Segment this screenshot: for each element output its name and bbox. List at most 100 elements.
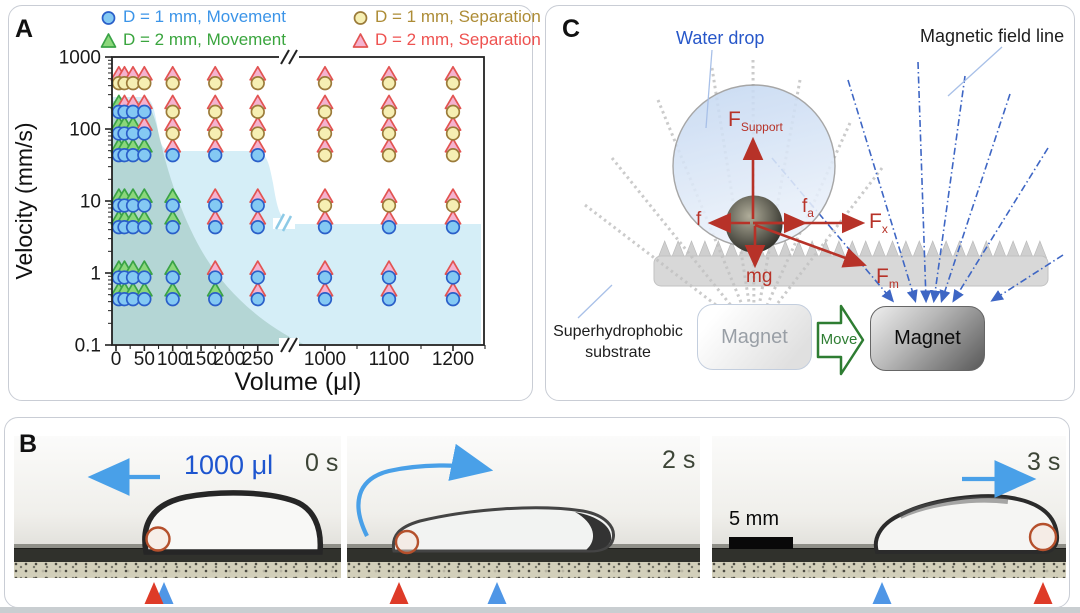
x-axis-title: Volume (μl) xyxy=(235,368,362,396)
force-diagram xyxy=(577,46,1064,376)
svg-text:10: 10 xyxy=(80,192,101,213)
motion-arrow-curved xyxy=(356,443,494,537)
page-edge-strip xyxy=(0,607,1080,613)
svg-text:100: 100 xyxy=(69,120,101,141)
svg-text:100: 100 xyxy=(157,349,189,370)
droplet-0s xyxy=(142,490,324,555)
triangle-marker-icon xyxy=(352,32,369,48)
svg-text:1: 1 xyxy=(90,264,101,285)
legend-label: D = 2 mm, Separation xyxy=(375,30,541,49)
data-point-circle xyxy=(165,292,180,307)
data-point-circle xyxy=(381,220,397,235)
marker-blue-2s xyxy=(487,582,507,604)
svg-text:200: 200 xyxy=(214,349,246,370)
data-point-circle xyxy=(137,104,152,119)
data-point-circle xyxy=(445,76,461,91)
marker-red-3s xyxy=(1033,582,1053,604)
time-label-0s: 0 s xyxy=(305,449,339,477)
legend-label: D = 1 mm, Movement xyxy=(123,7,286,26)
legend-item-0: D = 1 mm, Movement xyxy=(100,7,352,27)
data-point-circle xyxy=(381,292,397,307)
data-point-circle xyxy=(381,148,397,163)
data-point-circle xyxy=(317,76,333,91)
data-point-circle xyxy=(137,148,152,163)
data-point-circle xyxy=(317,220,333,235)
circle-marker-icon xyxy=(353,10,368,25)
triangle-marker-icon xyxy=(100,32,117,48)
data-point-circle xyxy=(208,220,223,235)
data-point-circle xyxy=(445,270,461,285)
position-markers xyxy=(144,582,1053,604)
data-point-circle xyxy=(381,126,397,141)
bead-circles xyxy=(145,522,1058,555)
volume-annotation: 1000 μl xyxy=(184,450,274,480)
data-point-circle xyxy=(250,104,265,119)
data-point-circle xyxy=(250,126,265,141)
svg-text:50: 50 xyxy=(134,349,155,370)
svg-text:1000: 1000 xyxy=(59,48,101,69)
data-point-circle xyxy=(137,220,152,235)
svg-text:0: 0 xyxy=(111,349,122,370)
panel-b-label: B xyxy=(19,430,38,458)
time-label-2s: 2 s xyxy=(662,446,696,474)
data-point-circle xyxy=(381,104,397,119)
data-point-circle xyxy=(381,270,397,285)
data-point-circle xyxy=(317,198,333,213)
force-label-support: FSupport xyxy=(728,108,783,135)
data-point-circle xyxy=(165,76,180,91)
data-point-circle xyxy=(445,220,461,235)
svg-text:1000: 1000 xyxy=(304,349,346,370)
legend-label: D = 2 mm, Movement xyxy=(123,30,286,49)
bead-circle-3s xyxy=(1028,522,1058,552)
data-point-circle xyxy=(137,270,152,285)
move-label: Move xyxy=(820,331,858,348)
data-point-circle xyxy=(317,126,333,141)
data-point-circle xyxy=(208,198,223,213)
photo-annotations xyxy=(87,443,1060,604)
data-point-circle xyxy=(445,126,461,141)
arrow-f-m xyxy=(754,223,867,268)
data-point-circle xyxy=(208,126,223,141)
force-label-fa: fa xyxy=(802,196,814,220)
data-point-circle xyxy=(445,198,461,213)
data-point-circle xyxy=(208,104,223,119)
data-point-circle xyxy=(381,76,397,91)
substrate-porous-layer xyxy=(347,562,700,578)
data-point-circle xyxy=(165,270,180,285)
data-point-circle xyxy=(445,104,461,119)
svg-text:1200: 1200 xyxy=(432,349,474,370)
magnet-old-position: Magnet xyxy=(697,304,812,370)
legend-item-2: D = 2 mm, Movement xyxy=(100,30,352,50)
scale-bar xyxy=(729,537,793,549)
data-point-circle xyxy=(208,292,223,307)
panel-c-label: C xyxy=(562,15,581,43)
droplet-2s xyxy=(391,506,615,553)
data-point-circle xyxy=(250,76,265,91)
data-point-circle xyxy=(317,292,333,307)
data-point-circle xyxy=(317,270,333,285)
data-point-circle xyxy=(165,198,180,213)
bead-circle-0s xyxy=(145,526,171,552)
data-point-circle xyxy=(208,76,223,91)
data-point-circle xyxy=(445,292,461,307)
data-point-circle xyxy=(250,198,265,213)
svg-text:150: 150 xyxy=(185,349,217,370)
axis-break-top xyxy=(279,49,299,65)
move-arrow xyxy=(816,304,865,376)
circle-marker-icon xyxy=(101,10,116,25)
time-label-3s: 3 s xyxy=(1027,448,1061,476)
legend-item-1: D = 1 mm, Separation xyxy=(352,7,541,27)
water-drop-label: Water drop xyxy=(676,28,765,48)
force-label-fx: Fx xyxy=(869,210,888,237)
axis-break-bottom xyxy=(279,337,299,353)
magnet-new-position: Magnet xyxy=(870,306,985,371)
y-axis-title: Velocity (mm/s) xyxy=(11,122,37,279)
substrate-porous-layer xyxy=(712,562,1066,578)
data-point-circle xyxy=(250,270,265,285)
marker-blue-3s xyxy=(872,582,892,604)
force-arrows xyxy=(707,136,867,269)
water-drop-pointer xyxy=(705,49,713,129)
svg-text:0.1: 0.1 xyxy=(75,336,101,357)
data-point-circle xyxy=(250,292,265,307)
